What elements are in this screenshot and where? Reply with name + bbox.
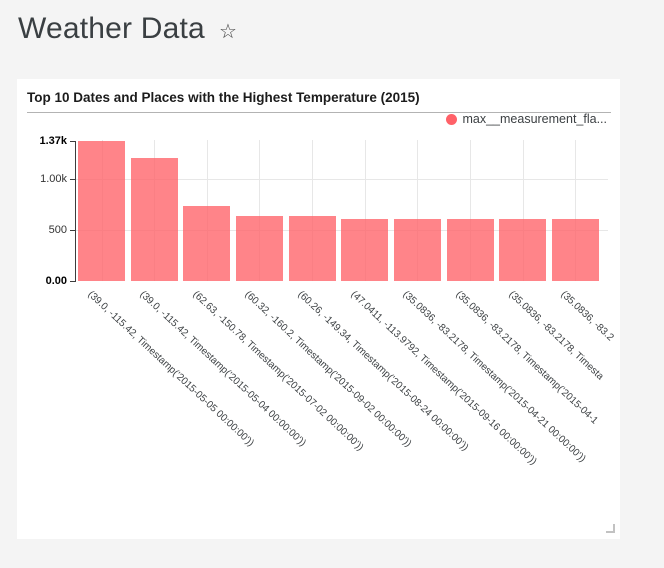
x-axis-label: (35.0836, -83.2 xyxy=(558,289,616,344)
bar[interactable] xyxy=(235,215,283,281)
plot-area: 0.00 500 1.00k 1.37k (39.0, -115.42, Timesta… xyxy=(17,79,620,539)
v-gridline xyxy=(470,140,472,281)
v-gridline xyxy=(417,140,419,281)
y-axis-label: 0.00 xyxy=(45,275,67,287)
v-gridline xyxy=(575,140,577,281)
chart-title: Top 10 Dates and Places with the Highest… xyxy=(27,90,420,105)
bar[interactable] xyxy=(78,141,125,281)
x-axis-label: (35.0836, -83.2178, Timesta xyxy=(506,289,606,383)
h-gridline xyxy=(75,178,608,180)
card-resize-handle-icon[interactable] xyxy=(606,524,615,533)
v-gridline xyxy=(259,140,261,281)
bar[interactable] xyxy=(446,218,494,281)
bar[interactable] xyxy=(393,219,441,281)
bar[interactable] xyxy=(551,219,599,281)
y-axis-label: 1.37k xyxy=(39,135,67,147)
x-axis-label: (47.0411, -113.9792, Timestamp('2015-09-… xyxy=(348,289,539,468)
bar[interactable] xyxy=(130,157,178,281)
v-gridline xyxy=(312,140,314,281)
page-header: Weather Data ☆ xyxy=(18,12,237,46)
chart-card: Top 10 Dates and Places with the Highest… xyxy=(17,79,620,539)
y-axis-tick xyxy=(70,141,75,142)
bar[interactable] xyxy=(183,205,231,281)
v-gridline xyxy=(364,140,366,281)
bar[interactable] xyxy=(499,219,547,281)
bar[interactable] xyxy=(288,216,336,281)
y-axis-label: 1.00k xyxy=(40,172,67,185)
y-axis-tick xyxy=(70,178,75,180)
chart-legend[interactable]: max__measurement_fla... xyxy=(446,112,607,126)
y-axis-label: 500 xyxy=(48,223,67,236)
legend-series-dot-icon xyxy=(446,113,458,125)
y-axis-tick xyxy=(70,229,75,231)
bar[interactable] xyxy=(341,218,389,281)
y-axis-line xyxy=(75,141,76,282)
legend-series-label: max__measurement_fla... xyxy=(462,112,607,126)
title-divider xyxy=(27,112,611,113)
page-title: Weather Data xyxy=(18,12,205,45)
x-axis-label: (35.0836, -83.2178, Timestamp('2015-04-2… xyxy=(400,289,589,465)
v-gridline xyxy=(522,140,524,281)
y-axis-tick xyxy=(70,281,75,282)
favorite-star-icon[interactable]: ☆ xyxy=(218,20,237,43)
